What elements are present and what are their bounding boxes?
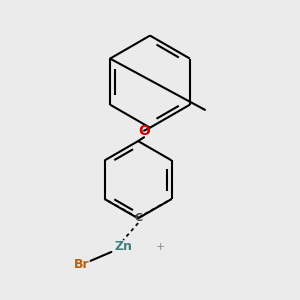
Text: Zn: Zn bbox=[114, 240, 132, 253]
Text: +: + bbox=[156, 242, 165, 252]
Text: C: C bbox=[134, 213, 142, 223]
Text: Br: Br bbox=[74, 258, 89, 271]
Text: O: O bbox=[138, 124, 150, 138]
